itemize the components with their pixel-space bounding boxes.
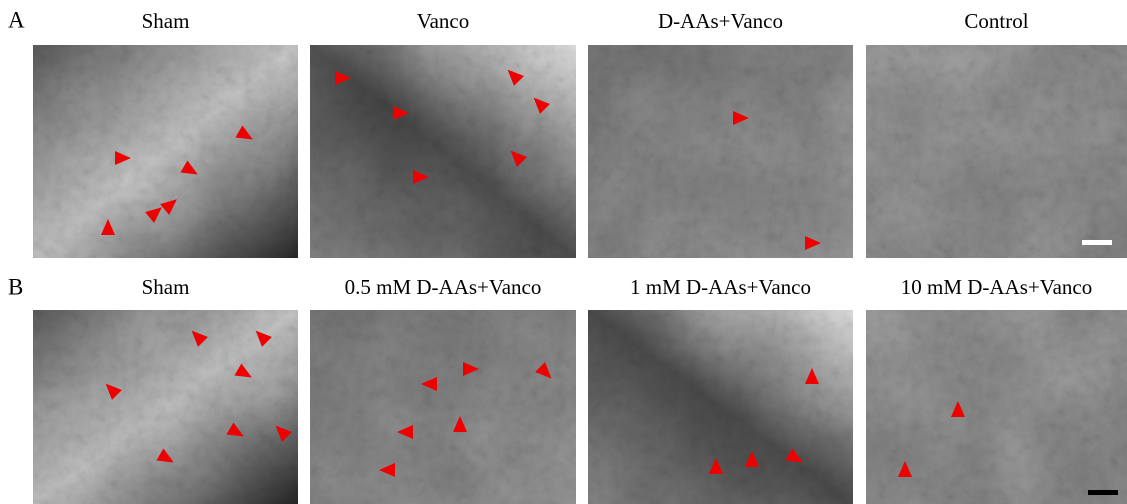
sem-image bbox=[866, 45, 1127, 258]
image-grain bbox=[33, 45, 298, 258]
image-caption: Sham bbox=[142, 275, 190, 299]
image-grain bbox=[33, 310, 298, 504]
figure-content: A Sham Vanco D-AAs+Vanco Control B Sham 0.5 mM … bbox=[8, 7, 1127, 504]
sem-image bbox=[33, 310, 298, 504]
scale-bar bbox=[1088, 490, 1118, 495]
scale-bar bbox=[1082, 240, 1112, 245]
sem-image bbox=[588, 45, 853, 258]
sem-image bbox=[310, 310, 576, 504]
image-caption: 0.5 mM D-AAs+Vanco bbox=[345, 275, 542, 299]
image-grain bbox=[866, 45, 1127, 258]
panel-label: A bbox=[8, 7, 25, 32]
image-caption: Control bbox=[964, 9, 1028, 33]
sem-image bbox=[310, 45, 576, 258]
image-caption: Sham bbox=[142, 9, 190, 33]
figure: A Sham Vanco D-AAs+Vanco Control B Sham 0.5 mM … bbox=[0, 0, 1127, 504]
image-grain bbox=[588, 310, 853, 504]
image-grain bbox=[310, 310, 576, 504]
sem-image bbox=[588, 310, 853, 504]
sem-image bbox=[33, 45, 298, 258]
image-caption: 10 mM D-AAs+Vanco bbox=[901, 275, 1093, 299]
panel-label: B bbox=[8, 274, 23, 299]
image-caption: Vanco bbox=[417, 9, 469, 33]
image-caption: 1 mM D-AAs+Vanco bbox=[630, 275, 811, 299]
image-grain bbox=[588, 45, 853, 258]
image-grain bbox=[310, 45, 576, 258]
image-caption: D-AAs+Vanco bbox=[658, 9, 783, 33]
